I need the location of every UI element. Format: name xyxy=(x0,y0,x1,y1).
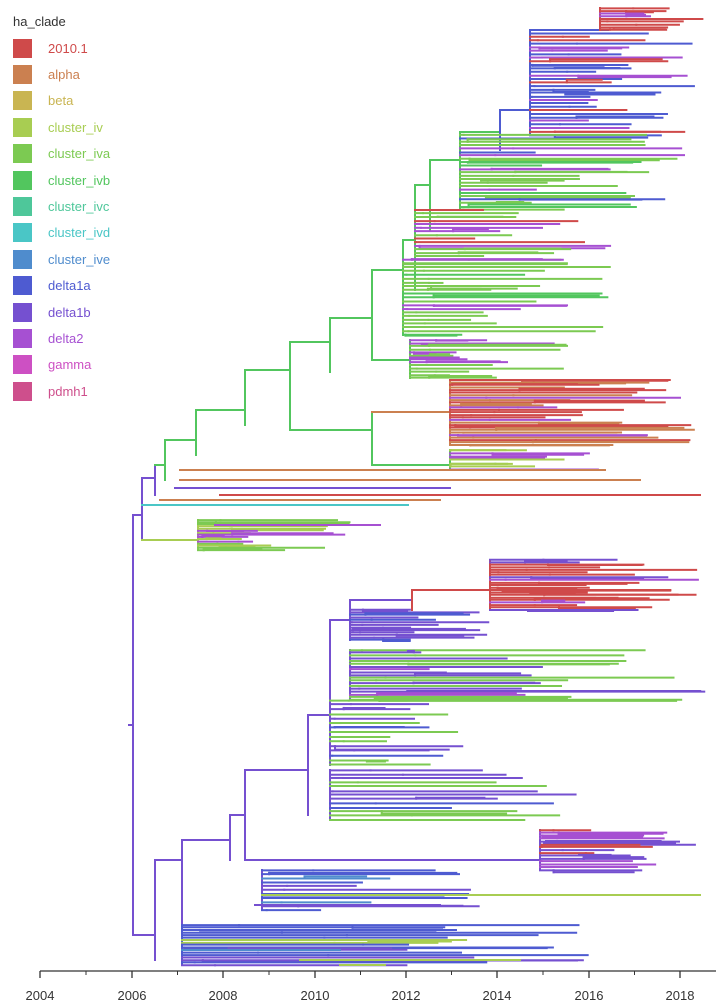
legend-title: ha_clade xyxy=(13,14,66,29)
legend-swatch xyxy=(13,328,32,348)
legend-item-cluster-iv[interactable]: cluster_iv xyxy=(13,114,110,140)
axis-tick-label: 2006 xyxy=(118,988,147,1003)
legend-swatch xyxy=(13,276,32,296)
legend-label: cluster_iv xyxy=(48,119,103,135)
axis-tick-label: 2010 xyxy=(301,988,330,1003)
legend-label: delta1b xyxy=(48,304,91,320)
legend-swatch xyxy=(13,144,32,164)
axis-tick-label: 2014 xyxy=(483,988,512,1003)
legend-label: alpha xyxy=(48,67,80,83)
legend-item-pdmh1[interactable]: pdmh1 xyxy=(13,378,110,404)
axis-tick-label: 2004 xyxy=(26,988,55,1003)
legend-swatch xyxy=(13,91,32,111)
legend-label: 2010.1 xyxy=(48,40,88,56)
legend-label: delta2 xyxy=(48,330,84,346)
legend-label: cluster_ivd xyxy=(48,225,111,241)
axis-tick-label: 2008 xyxy=(209,988,238,1003)
axis-tick-label: 2018 xyxy=(666,988,695,1003)
legend-swatch xyxy=(13,381,32,401)
legend-label: cluster_ive xyxy=(48,251,111,267)
legend-item-beta[interactable]: beta xyxy=(13,88,110,114)
legend-swatch xyxy=(13,117,32,137)
legend-item-cluster-ivb[interactable]: cluster_ivb xyxy=(13,167,110,193)
legend-label: cluster_ivb xyxy=(48,172,111,188)
legend-swatch xyxy=(13,355,32,375)
legend-item-alpha[interactable]: alpha xyxy=(13,61,110,87)
axis-tick-label: 2012 xyxy=(392,988,421,1003)
legend-label: gamma xyxy=(48,357,92,373)
legend-swatch xyxy=(13,302,32,322)
legend-label: delta1a xyxy=(48,278,91,294)
legend-item-delta1a[interactable]: delta1a xyxy=(13,273,110,299)
legend-item-delta2[interactable]: delta2 xyxy=(13,325,110,351)
legend-item-delta1b[interactable]: delta1b xyxy=(13,299,110,325)
legend-label: cluster_ivc xyxy=(48,199,110,215)
legend-label: beta xyxy=(48,93,74,109)
legend-item-cluster-iva[interactable]: cluster_iva xyxy=(13,141,110,167)
legend-swatch xyxy=(13,170,32,190)
tree-branches xyxy=(128,7,706,967)
legend-item-cluster-ivc[interactable]: cluster_ivc xyxy=(13,193,110,219)
legend-item-cluster-ivd[interactable]: cluster_ivd xyxy=(13,220,110,246)
axis-tick-label: 2016 xyxy=(575,988,604,1003)
time-axis: 2004 2006 2008 2010 2012 2014 2016 2018 xyxy=(26,970,716,1003)
legend-item-cluster-ive[interactable]: cluster_ive xyxy=(13,246,110,272)
legend-swatch xyxy=(13,197,32,217)
legend-item-gamma[interactable]: gamma xyxy=(13,352,110,378)
legend-swatch xyxy=(13,249,32,269)
legend-label: cluster_iva xyxy=(48,146,111,162)
legend-label: pdmh1 xyxy=(48,383,88,399)
legend-swatch xyxy=(13,223,32,243)
legend-swatch xyxy=(13,65,32,85)
legend-item-2010-1[interactable]: 2010.1 xyxy=(13,35,110,61)
legend-swatch xyxy=(13,38,32,58)
